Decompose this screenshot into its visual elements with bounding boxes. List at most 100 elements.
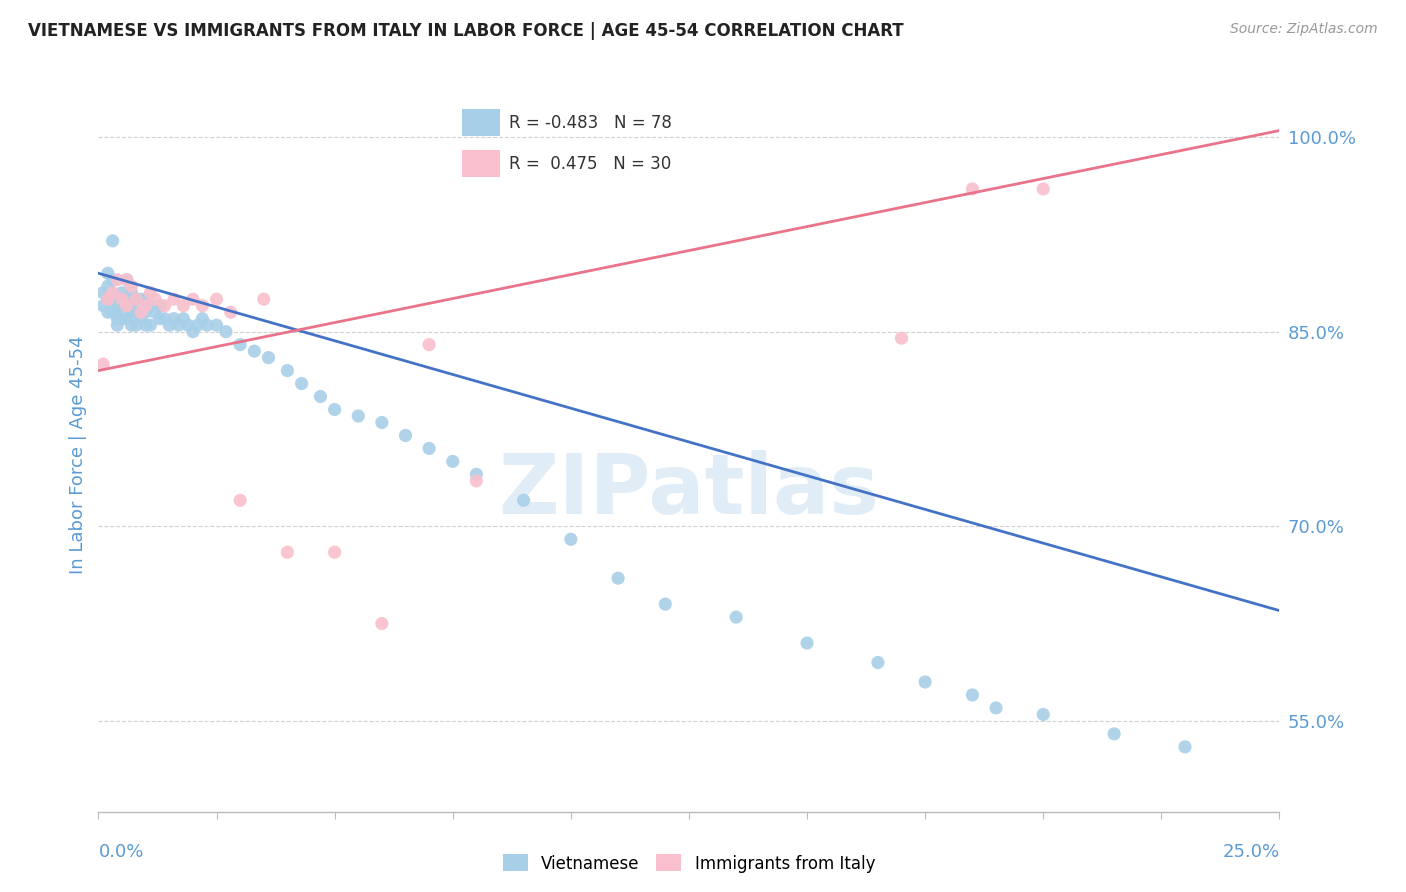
Text: 0.0%: 0.0% xyxy=(98,843,143,861)
Point xyxy=(177,318,200,333)
Text: VIETNAMESE VS IMMIGRANTS FROM ITALY IN LABOR FORCE | AGE 45-54 CORRELATION CHART: VIETNAMESE VS IMMIGRANTS FROM ITALY IN L… xyxy=(28,22,904,40)
Point xyxy=(323,545,346,559)
Point xyxy=(181,325,204,339)
Point xyxy=(101,285,124,300)
Point xyxy=(229,493,252,508)
Point xyxy=(125,318,148,333)
Point xyxy=(418,337,440,351)
Point xyxy=(121,285,143,300)
Point xyxy=(129,311,152,326)
Point xyxy=(125,292,148,306)
Point xyxy=(101,292,124,306)
Point xyxy=(187,318,209,333)
Point xyxy=(101,273,124,287)
Point xyxy=(167,318,190,333)
Point xyxy=(205,318,228,333)
Point xyxy=(135,318,157,333)
Point xyxy=(253,292,276,306)
Point xyxy=(139,299,162,313)
Point xyxy=(890,331,912,345)
Point xyxy=(157,318,180,333)
Point xyxy=(129,292,152,306)
Text: Source: ZipAtlas.com: Source: ZipAtlas.com xyxy=(1230,22,1378,37)
Point xyxy=(97,292,120,306)
Point xyxy=(371,416,394,430)
Point xyxy=(309,390,332,404)
Y-axis label: In Labor Force | Age 45-54: In Labor Force | Age 45-54 xyxy=(69,335,87,574)
Point xyxy=(243,344,266,359)
Point xyxy=(115,292,138,306)
Point xyxy=(135,292,157,306)
Point xyxy=(191,311,214,326)
Point xyxy=(205,292,228,306)
Point xyxy=(914,675,936,690)
Point xyxy=(91,299,114,313)
Point xyxy=(111,299,134,313)
Point xyxy=(290,376,312,391)
Point xyxy=(135,299,157,313)
Point xyxy=(229,337,252,351)
Point xyxy=(101,305,124,319)
Point xyxy=(219,305,242,319)
Point xyxy=(139,285,162,300)
Point xyxy=(172,299,194,313)
Point xyxy=(465,467,488,482)
Point xyxy=(1032,707,1054,722)
Point xyxy=(962,182,984,196)
Point xyxy=(105,292,128,306)
Point xyxy=(121,299,143,313)
Point xyxy=(111,292,134,306)
Point xyxy=(796,636,818,650)
Point xyxy=(101,234,124,248)
Point xyxy=(125,305,148,319)
Text: ZIPatlas: ZIPatlas xyxy=(499,450,879,531)
Point xyxy=(441,454,464,468)
Text: 25.0%: 25.0% xyxy=(1222,843,1279,861)
Point xyxy=(139,318,162,333)
Point xyxy=(607,571,630,585)
Point xyxy=(121,305,143,319)
Point xyxy=(121,279,143,293)
Point xyxy=(97,279,120,293)
Point xyxy=(105,299,128,313)
Point xyxy=(465,474,488,488)
Point xyxy=(1102,727,1125,741)
Point xyxy=(560,533,582,547)
Point xyxy=(125,292,148,306)
Point xyxy=(115,299,138,313)
Point xyxy=(866,656,889,670)
Point xyxy=(135,305,157,319)
Point xyxy=(111,292,134,306)
Point xyxy=(1174,739,1197,754)
Point xyxy=(149,311,172,326)
Point xyxy=(181,292,204,306)
Point xyxy=(115,273,138,287)
Point xyxy=(97,266,120,280)
Point xyxy=(276,363,298,377)
Point xyxy=(91,285,114,300)
Point xyxy=(111,311,134,326)
Point xyxy=(191,299,214,313)
Point xyxy=(1032,182,1054,196)
Point xyxy=(101,285,124,300)
Point xyxy=(153,299,176,313)
Point xyxy=(129,305,152,319)
Point xyxy=(105,318,128,333)
Point xyxy=(97,292,120,306)
Point xyxy=(163,311,186,326)
Point xyxy=(115,311,138,326)
Point xyxy=(276,545,298,559)
Point xyxy=(163,292,186,306)
Point xyxy=(143,292,166,306)
Point xyxy=(115,273,138,287)
Point xyxy=(105,311,128,326)
Point xyxy=(91,357,114,371)
Point xyxy=(195,318,218,333)
Point xyxy=(394,428,416,442)
Point xyxy=(512,493,534,508)
Point xyxy=(347,409,370,423)
Point xyxy=(984,701,1007,715)
Point xyxy=(323,402,346,417)
Point xyxy=(215,325,238,339)
Point xyxy=(105,273,128,287)
